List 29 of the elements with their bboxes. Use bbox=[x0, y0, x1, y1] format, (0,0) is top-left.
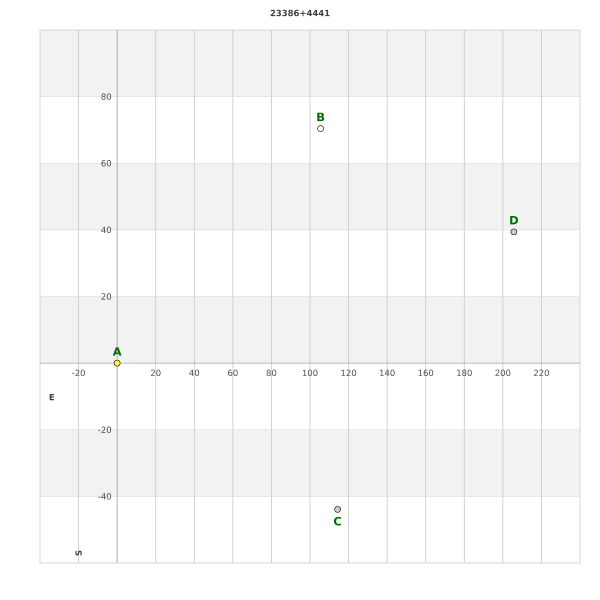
point bbox=[334, 506, 341, 513]
series-label: B bbox=[317, 112, 324, 122]
y-tick-label: 20 bbox=[101, 293, 112, 300]
y-tick-label: 40 bbox=[101, 226, 112, 234]
x-tick-label: 60 bbox=[228, 370, 238, 376]
x-tick-label: 120 bbox=[341, 370, 356, 376]
point bbox=[317, 125, 324, 132]
x-tick-label: 140 bbox=[380, 370, 395, 376]
point bbox=[114, 360, 120, 366]
series-label: A bbox=[112, 347, 122, 356]
y-tick-label: -40 bbox=[98, 493, 112, 500]
x-tick-label: -20 bbox=[72, 370, 85, 376]
x-tick-label: 180 bbox=[457, 370, 472, 376]
x-tick-label: 100 bbox=[302, 370, 318, 376]
y-tick-label: -20 bbox=[98, 426, 112, 433]
x-tick-label: 200 bbox=[495, 370, 510, 376]
x-tick-label: 80 bbox=[266, 370, 276, 376]
y-tick-label: 60 bbox=[101, 160, 112, 166]
point bbox=[510, 228, 518, 236]
x-tick-label: 160 bbox=[418, 370, 434, 376]
chart-title: 23386+4441 bbox=[270, 10, 330, 16]
x-tick-label: 20 bbox=[150, 370, 161, 376]
x-tick-label: 40 bbox=[189, 370, 200, 376]
series-label: C bbox=[334, 516, 342, 526]
y-tick-label: 80 bbox=[101, 93, 112, 100]
series-label: D bbox=[510, 216, 518, 224]
annotation: E bbox=[50, 394, 54, 400]
x-tick-label: 220 bbox=[534, 370, 549, 376]
annotation: S bbox=[75, 550, 82, 556]
